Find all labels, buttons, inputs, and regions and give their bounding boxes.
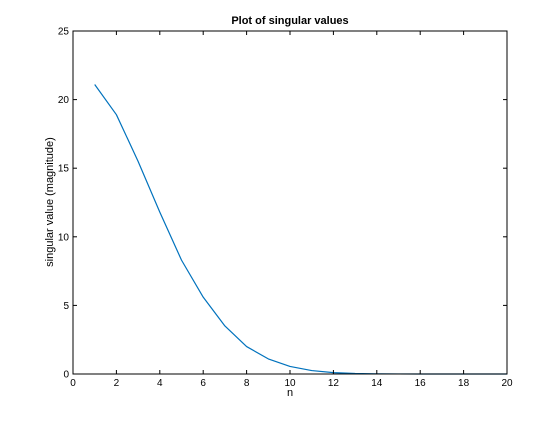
x-tick-label: 16 [415, 378, 427, 389]
x-tick-label: 0 [70, 378, 76, 389]
x-tick-label: 4 [157, 378, 163, 389]
y-tick-label: 25 [58, 27, 70, 38]
x-axis-label: n [287, 387, 293, 399]
y-tick-label: 10 [58, 232, 70, 243]
x-tick-label: 6 [200, 378, 206, 389]
y-tick-label: 5 [63, 301, 69, 312]
x-tick-label: 12 [328, 378, 340, 389]
chart-title: Plot of singular values [231, 15, 348, 27]
x-tick-label: 14 [371, 378, 383, 389]
x-tick-label: 20 [501, 378, 513, 389]
x-tick-label: 8 [244, 378, 250, 389]
y-tick-label: 0 [63, 370, 69, 381]
y-axis-label: singular value (magnitude) [44, 137, 56, 267]
y-tick-label: 20 [58, 95, 70, 106]
x-tick-label: 18 [458, 378, 470, 389]
x-tick-label: 2 [114, 378, 120, 389]
y-tick-label: 15 [58, 164, 70, 175]
axes-background [73, 31, 507, 374]
